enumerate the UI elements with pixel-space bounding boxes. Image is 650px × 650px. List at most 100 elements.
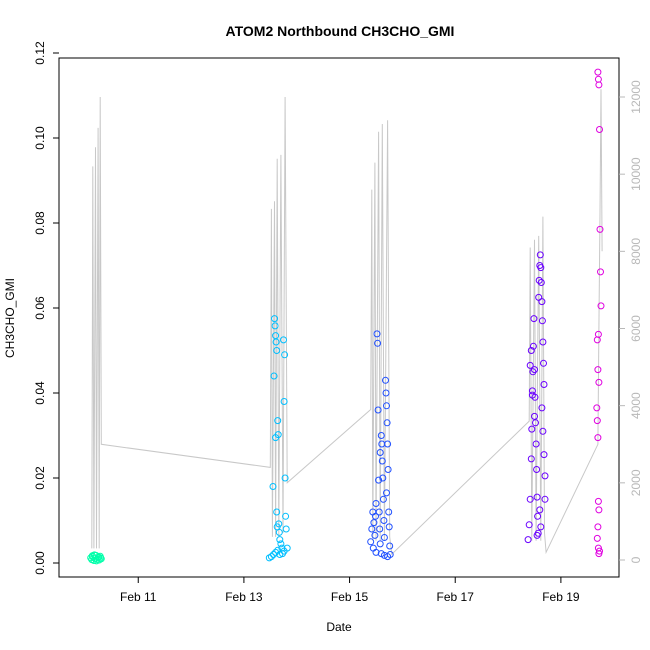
data-point — [540, 381, 548, 388]
data-point — [594, 434, 602, 442]
data-point — [375, 476, 383, 484]
y-tick-label: 0.08 — [33, 211, 47, 235]
x-tick-label: Feb 17 — [437, 590, 475, 604]
data-point — [524, 536, 532, 544]
data-point — [367, 538, 375, 546]
data-point — [279, 550, 286, 558]
data-point — [272, 548, 280, 556]
data-point — [594, 68, 602, 76]
data-point — [380, 551, 388, 559]
data-point — [537, 279, 545, 286]
data-point — [597, 268, 604, 276]
data-point — [533, 466, 541, 473]
data-point — [539, 427, 547, 435]
y2-tick-label: 10000 — [629, 157, 643, 191]
data-point — [382, 376, 389, 384]
data-point — [383, 402, 390, 410]
data-point — [537, 264, 545, 272]
chart-title: ATOM2 Northbound CH3CHO_GMI — [226, 23, 455, 39]
data-point — [271, 322, 279, 330]
data-point — [383, 489, 390, 497]
data-point — [380, 517, 388, 524]
data-point — [274, 417, 282, 425]
data-point — [596, 547, 603, 555]
data-point — [385, 523, 393, 531]
data-point — [533, 493, 541, 501]
data-point — [525, 521, 533, 529]
altitude-trace-line — [91, 89, 603, 556]
data-point — [90, 551, 98, 559]
data-point — [378, 457, 386, 465]
data-point — [530, 315, 538, 323]
x-tick-label: Feb 19 — [542, 590, 580, 604]
data-point — [532, 419, 539, 427]
data-point — [537, 523, 545, 531]
data-point — [270, 372, 278, 380]
data-point — [280, 398, 288, 405]
data-point — [267, 553, 275, 561]
plot-frame — [58, 57, 620, 578]
data-point — [368, 525, 376, 533]
data-point — [529, 368, 537, 376]
data-point — [281, 351, 289, 359]
data-point — [596, 126, 603, 133]
data-point — [593, 404, 601, 412]
data-point — [375, 508, 383, 516]
data-point — [379, 474, 387, 482]
data-point — [276, 536, 284, 544]
y-axis-label: CH3CHO_GMI — [3, 278, 17, 358]
data-point — [372, 500, 380, 507]
data-point — [383, 419, 391, 427]
data-point — [374, 339, 382, 347]
data-point — [384, 553, 392, 561]
data-point — [373, 330, 381, 338]
data-point — [593, 336, 601, 344]
data-point — [527, 455, 535, 463]
data-point — [269, 483, 277, 490]
data-point — [371, 531, 379, 539]
data-point — [540, 451, 548, 459]
data-point — [273, 347, 281, 354]
data-point — [526, 495, 534, 503]
data-point — [282, 512, 290, 520]
data-point — [538, 298, 546, 306]
altitude-trace-layer — [91, 89, 603, 556]
data-point — [386, 542, 394, 550]
y-tick-label: 0.06 — [33, 296, 47, 320]
data-point — [594, 497, 602, 505]
y2-tick-label: 6000 — [629, 315, 643, 342]
data-point — [370, 519, 378, 527]
data-point — [594, 75, 602, 83]
data-point — [281, 474, 289, 482]
data-point — [531, 366, 538, 374]
data-point — [376, 525, 384, 533]
x-axis-label: Date — [326, 620, 352, 634]
data-point — [595, 81, 603, 89]
data-point — [282, 525, 290, 533]
data-point — [384, 440, 392, 448]
data-point — [272, 338, 280, 346]
data-points-layer — [87, 68, 605, 565]
data-point — [541, 472, 549, 480]
y-tick-label: 0.12 — [33, 41, 47, 65]
x-tick-label: Feb 13 — [225, 590, 263, 604]
data-point — [385, 508, 393, 516]
data-point — [372, 512, 379, 520]
data-point — [275, 528, 283, 536]
data-point — [527, 347, 535, 354]
data-point — [528, 425, 536, 433]
data-point — [532, 440, 540, 448]
data-point — [531, 393, 539, 401]
x-tick-label: Feb 15 — [331, 590, 369, 604]
y2-tick-label: 4000 — [629, 392, 643, 419]
data-point — [528, 387, 536, 395]
data-point — [376, 449, 384, 456]
data-point — [536, 506, 544, 514]
data-point — [374, 406, 382, 414]
data-point — [533, 531, 541, 539]
data-point — [271, 315, 278, 323]
data-point — [274, 431, 282, 439]
data-point — [594, 366, 602, 374]
y2-tick-label: 12000 — [629, 80, 643, 114]
data-point — [595, 506, 603, 514]
